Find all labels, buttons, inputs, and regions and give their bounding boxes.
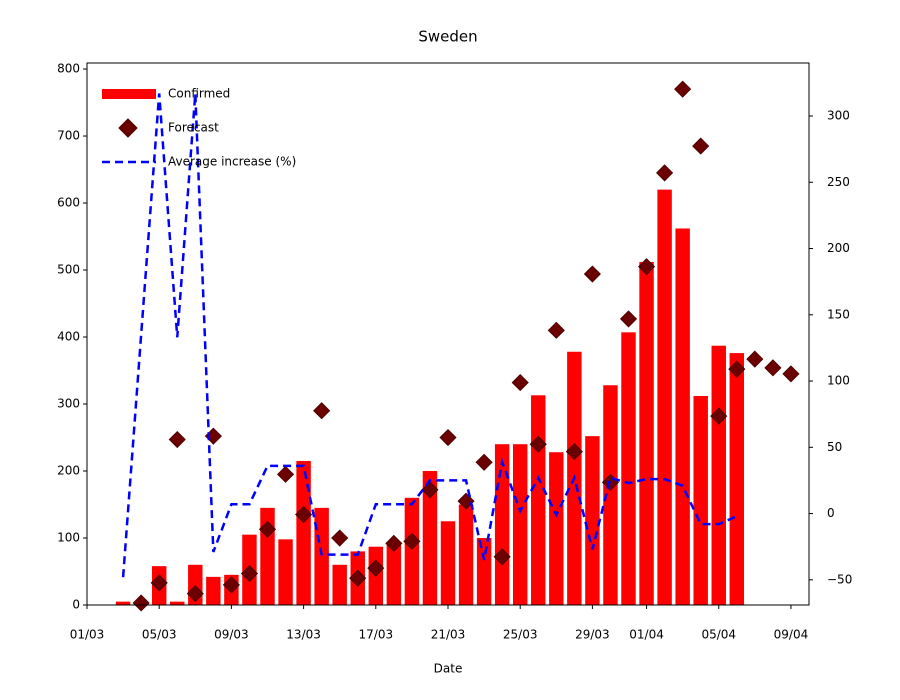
bar: [296, 460, 311, 605]
bar: [332, 564, 347, 605]
forecast-marker: [367, 559, 385, 577]
bar: [549, 452, 564, 605]
forecast-marker: [674, 80, 692, 98]
forecast-marker: [547, 321, 565, 339]
bar: [386, 542, 402, 605]
forecast-marker: [710, 407, 728, 425]
x-tick-label: 01/04: [629, 628, 664, 642]
bar: [206, 576, 221, 605]
forecast-marker: [132, 594, 150, 612]
bar: [585, 436, 600, 605]
forecast-marker: [313, 402, 331, 420]
legend-label: Forecast: [168, 121, 219, 135]
legend-label: Average increase (%): [168, 155, 296, 169]
y-tick-label: 200: [57, 464, 80, 478]
forecast-marker: [331, 529, 349, 547]
y-tick-label: 0: [72, 598, 80, 612]
forecast-marker: [186, 585, 204, 603]
forecast-marker: [583, 265, 601, 283]
bar: [693, 395, 708, 605]
bar: [512, 444, 528, 605]
x-tick-label: 05/03: [142, 628, 177, 642]
forecast-marker: [529, 435, 547, 453]
x-tick-label: 09/03: [214, 628, 249, 642]
forecast-marker: [457, 492, 475, 510]
bar: [621, 332, 636, 605]
forecast-marker: [385, 534, 403, 552]
forecast-marker: [403, 532, 421, 550]
bar: [440, 521, 456, 605]
y-tick-label: 100: [57, 531, 80, 545]
x-tick-label: 17/03: [359, 628, 394, 642]
x-tick-label: 13/03: [286, 628, 321, 642]
y-tick-label: 700: [57, 129, 80, 143]
y-tick-label: 400: [57, 330, 80, 344]
forecast-marker: [475, 453, 493, 471]
bar: [458, 504, 474, 605]
forecast-marker: [349, 569, 367, 587]
x-tick-label: 05/04: [701, 628, 736, 642]
forecast-marker: [782, 365, 800, 383]
bar: [603, 385, 618, 605]
forecast-marker: [258, 520, 277, 538]
y2-tick-label: 100: [827, 374, 850, 388]
y2-tick-label: −50: [827, 572, 852, 586]
forecast-marker: [421, 481, 439, 499]
bar: [476, 538, 492, 605]
legend-swatch: [102, 89, 156, 99]
legend-swatch: [118, 118, 138, 138]
forecast-marker: [295, 505, 313, 524]
y2-tick-label: 150: [827, 307, 850, 321]
y-tick-label: 500: [57, 263, 80, 277]
bar: [422, 471, 438, 605]
forecast-marker: [746, 350, 764, 368]
bar: [639, 261, 654, 605]
forecast-marker: [619, 310, 638, 328]
bar: [404, 497, 420, 605]
forecast-marker: [276, 465, 295, 483]
forecast-marker: [565, 443, 583, 461]
y2-tick-label: 300: [827, 109, 850, 123]
forecast-marker: [439, 428, 457, 447]
bar: [729, 353, 745, 605]
x-tick-label: 29/03: [575, 628, 610, 642]
y2-tick-label: 250: [827, 175, 850, 189]
chart-title: Sweden: [418, 28, 477, 46]
bar: [115, 601, 131, 605]
bar: [531, 395, 546, 605]
bar: [675, 228, 690, 605]
y-tick-label: 600: [57, 196, 80, 210]
forecast-marker: [511, 374, 529, 392]
x-tick-label: 21/03: [431, 628, 466, 642]
bar: [170, 601, 185, 605]
forecast-marker: [656, 164, 674, 182]
average-line: [121, 93, 738, 578]
x-tick-label: 09/04: [774, 628, 809, 642]
y2-tick-label: 200: [827, 241, 850, 255]
y-tick-label: 800: [57, 62, 80, 76]
bar: [711, 345, 726, 605]
x-tick-label: 01/03: [70, 628, 105, 642]
bar: [278, 539, 293, 605]
forecast-marker: [150, 574, 168, 592]
forecast-marker: [240, 564, 259, 583]
legend-label: Confirmed: [168, 87, 230, 101]
forecast-marker: [692, 137, 710, 155]
bar: [494, 444, 510, 605]
forecast-marker: [168, 430, 186, 449]
forecast-marker: [637, 258, 656, 276]
y2-tick-label: 50: [827, 440, 842, 454]
y2-tick-label: 0: [827, 506, 835, 520]
bar: [314, 507, 329, 605]
y-tick-label: 300: [57, 397, 80, 411]
forecast-marker: [764, 359, 782, 377]
bar: [657, 189, 672, 605]
x-tick-label: 25/03: [503, 628, 538, 642]
forecast-marker: [728, 360, 746, 378]
x-axis-label: Date: [434, 662, 463, 676]
forecast-marker: [222, 576, 240, 594]
forecast-marker: [493, 548, 511, 566]
